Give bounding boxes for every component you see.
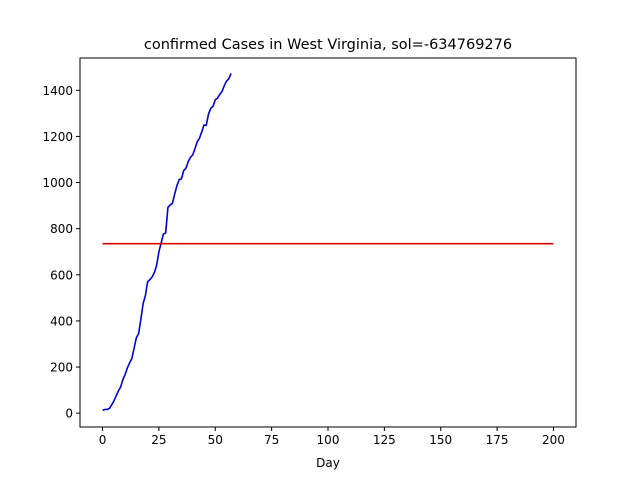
y-tick-label: 600 <box>50 268 73 282</box>
x-tick-label: 100 <box>317 433 340 447</box>
x-tick-label: 125 <box>373 433 396 447</box>
x-tick-label: 75 <box>264 433 279 447</box>
y-axis-ticks: 0 200 400 600 800 1000 1200 1400 <box>42 84 80 421</box>
x-axis-ticks: 0 25 50 75 100 125 150 175 200 <box>99 427 565 447</box>
y-tick-label: 400 <box>50 314 73 328</box>
x-axis-label: Day <box>316 456 340 470</box>
y-tick-label: 800 <box>50 222 73 236</box>
y-tick-label: 1000 <box>42 176 73 190</box>
x-tick-label: 0 <box>99 433 107 447</box>
plot-lines <box>102 73 554 412</box>
chart-title: confirmed Cases in West Virginia, sol=-6… <box>144 37 512 53</box>
series-line-0 <box>102 73 232 412</box>
y-tick-label: 1400 <box>42 84 73 98</box>
y-tick-label: 0 <box>65 407 73 421</box>
x-tick-label: 175 <box>486 433 509 447</box>
x-tick-label: 50 <box>208 433 223 447</box>
x-tick-label: 150 <box>429 433 452 447</box>
y-tick-label: 1200 <box>42 130 73 144</box>
x-tick-label: 200 <box>542 433 565 447</box>
y-tick-label: 200 <box>50 361 73 375</box>
x-tick-label: 25 <box>151 433 166 447</box>
